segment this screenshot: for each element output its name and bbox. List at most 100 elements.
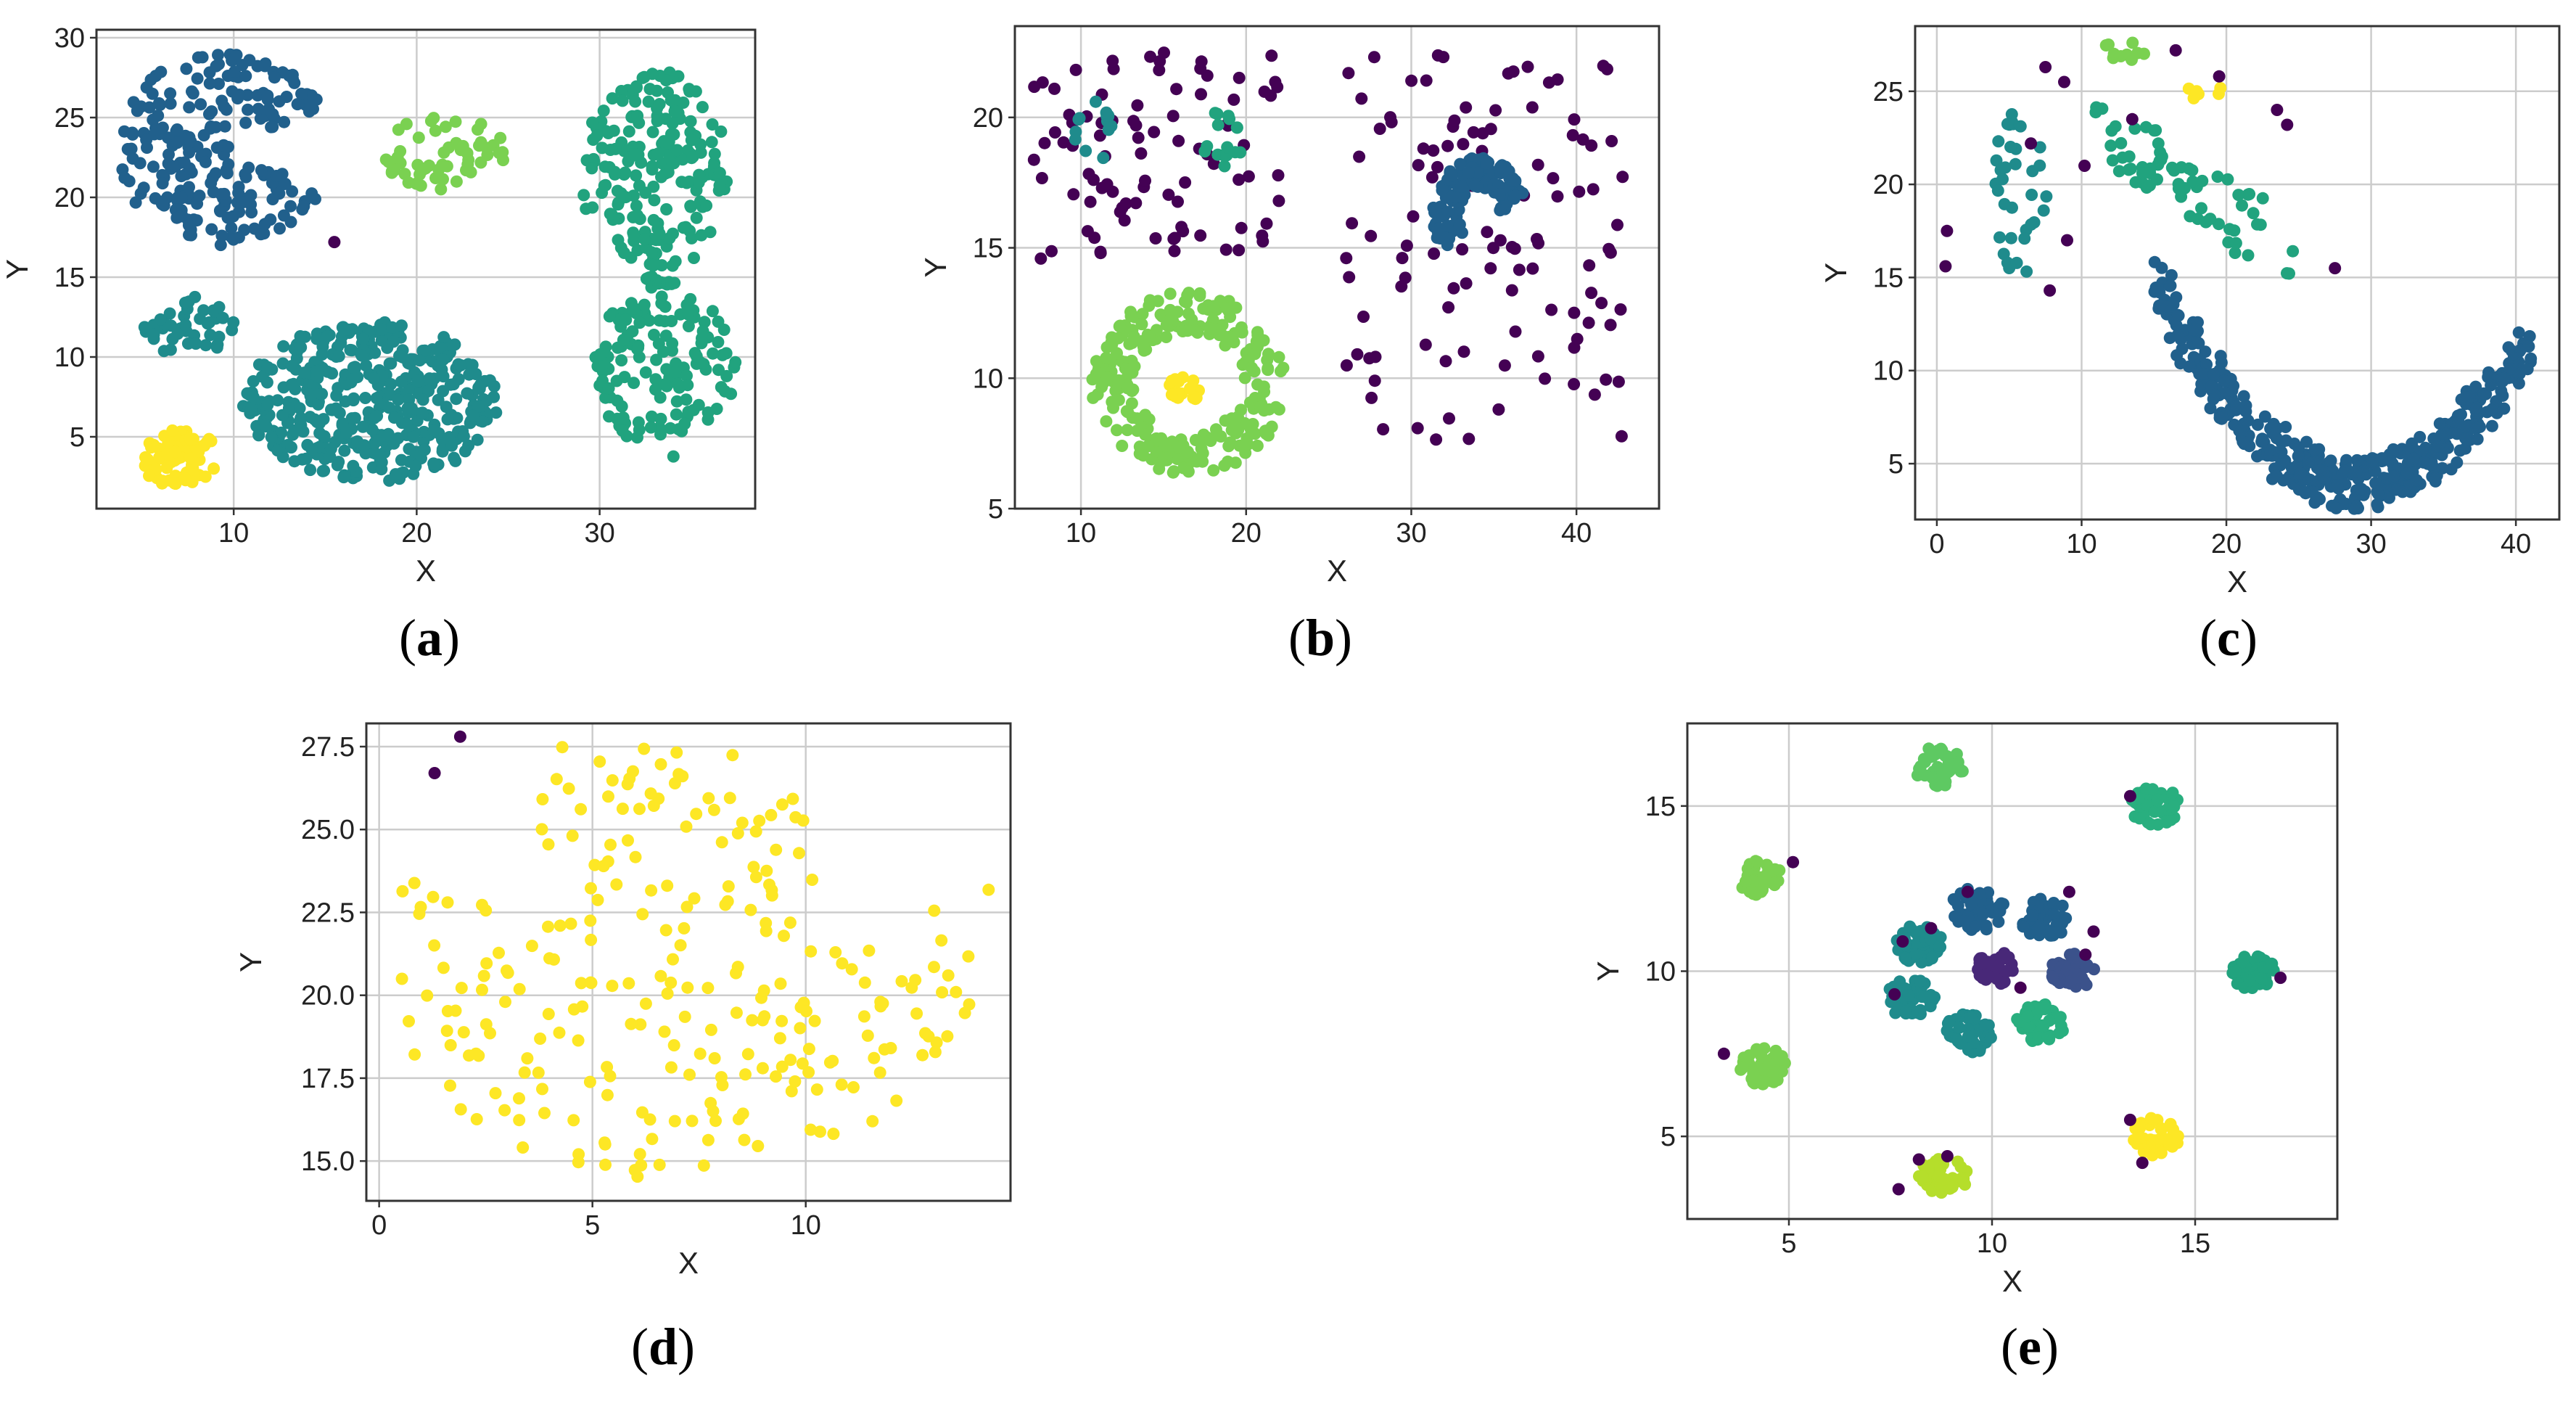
- data-point: [1595, 297, 1608, 310]
- data-point: [668, 1114, 681, 1128]
- data-point: [2522, 340, 2535, 353]
- data-point: [599, 1158, 612, 1171]
- data-point: [2338, 464, 2351, 477]
- data-point: [310, 364, 324, 377]
- data-point: [1431, 225, 1444, 238]
- data-point: [1468, 179, 1481, 192]
- data-point: [685, 231, 698, 245]
- data-point: [199, 155, 212, 168]
- data-point: [1230, 301, 1243, 314]
- data-point: [617, 411, 630, 424]
- data-point: [958, 1006, 971, 1019]
- data-point: [653, 227, 666, 240]
- data-point: [639, 997, 652, 1010]
- noise-point: [1912, 1153, 1925, 1166]
- data-point: [251, 59, 264, 73]
- x-tick-label: 10: [1977, 1228, 2007, 1259]
- y-tick-label: 25.0: [301, 815, 355, 845]
- data-point: [470, 1113, 483, 1125]
- data-point: [1227, 93, 1240, 106]
- data-point: [1992, 915, 2005, 928]
- data-point: [242, 103, 254, 116]
- data-point: [2256, 192, 2269, 205]
- data-point: [2040, 190, 2053, 203]
- noise-point: [453, 730, 466, 743]
- data-point: [497, 154, 509, 167]
- noise-point: [1888, 988, 1901, 1001]
- data-point: [1235, 326, 1248, 339]
- data-point: [642, 95, 655, 108]
- data-point: [686, 1114, 699, 1128]
- data-point: [1087, 173, 1100, 186]
- data-point: [670, 144, 683, 157]
- data-point: [2148, 285, 2161, 298]
- points-d: [395, 730, 995, 1183]
- cluster-c1: [2017, 892, 2073, 942]
- data-point: [2287, 245, 2300, 258]
- data-point: [316, 387, 329, 401]
- data-point: [633, 116, 646, 129]
- data-point: [2165, 813, 2178, 826]
- data-point: [693, 168, 706, 181]
- data-point: [645, 246, 658, 259]
- data-point: [606, 980, 619, 993]
- data-point: [2010, 256, 2023, 269]
- data-point: [1531, 350, 1544, 363]
- data-point: [765, 808, 778, 821]
- data-point: [1998, 197, 2011, 210]
- cluster-c4: [2099, 36, 2150, 66]
- data-point: [1038, 136, 1051, 149]
- data-point: [808, 1014, 821, 1027]
- data-point: [1137, 344, 1151, 357]
- data-point: [638, 298, 651, 311]
- data-point: [687, 403, 700, 416]
- data-point: [873, 1066, 886, 1079]
- data-point: [1568, 378, 1581, 390]
- data-point: [2228, 224, 2241, 237]
- data-point: [270, 170, 283, 182]
- data-point: [627, 210, 640, 223]
- data-point: [2163, 1138, 2176, 1151]
- data-point: [646, 160, 659, 173]
- noise-point: [2169, 44, 2182, 57]
- data-point: [1427, 144, 1440, 157]
- data-point: [202, 432, 215, 446]
- noise-point: [2271, 104, 2284, 116]
- data-point: [770, 843, 783, 856]
- data-point: [604, 208, 617, 221]
- data-point: [646, 126, 659, 139]
- data-point: [643, 1113, 657, 1126]
- data-point: [649, 373, 662, 386]
- data-point: [577, 189, 590, 202]
- data-point: [2152, 818, 2165, 831]
- data-point: [265, 430, 278, 443]
- data-point: [437, 331, 450, 344]
- data-point: [395, 375, 408, 388]
- data-point: [2388, 469, 2400, 483]
- data-point: [2275, 446, 2288, 459]
- data-point: [1170, 83, 1183, 96]
- data-point: [2171, 329, 2184, 342]
- data-point: [1211, 107, 1224, 120]
- data-point: [646, 67, 659, 81]
- points-a: [116, 48, 742, 490]
- points-b: [1027, 46, 1629, 479]
- data-point: [2451, 409, 2464, 422]
- data-point: [1453, 218, 1466, 231]
- data-point: [227, 316, 240, 329]
- data-point: [2123, 163, 2135, 176]
- data-point: [1457, 345, 1470, 358]
- data-point: [218, 187, 231, 200]
- data-point: [701, 982, 715, 995]
- data-point: [2105, 124, 2118, 137]
- data-point: [337, 471, 350, 484]
- data-point: [659, 300, 672, 313]
- data-point: [273, 95, 286, 108]
- data-point: [2046, 970, 2059, 983]
- data-point: [585, 882, 597, 895]
- data-point: [417, 425, 430, 438]
- data-point: [342, 323, 355, 336]
- data-point: [609, 168, 621, 181]
- data-point: [1124, 310, 1137, 323]
- data-point: [936, 986, 949, 999]
